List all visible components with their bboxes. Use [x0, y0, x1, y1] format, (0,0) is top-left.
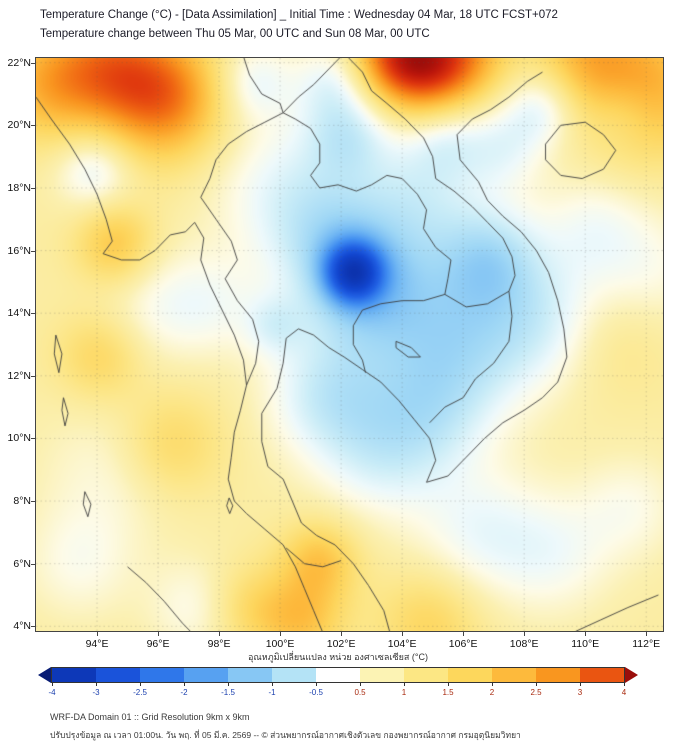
x-axis-tick-label: 112°E — [632, 638, 661, 650]
y-axis-tick-label: 4°N — [13, 620, 31, 633]
y-axis-tick-label: 22°N — [7, 56, 31, 69]
x-axis-tick-label: 96°E — [146, 638, 170, 650]
y-axis-tick-mark — [31, 125, 35, 127]
colorbar-segment — [448, 668, 492, 682]
colorbar-segment — [360, 668, 404, 682]
y-axis-tick-label: 8°N — [13, 495, 31, 508]
colorbar-tick-mark — [140, 683, 141, 686]
colorbar: -4 -3 -2.5 -2 -1.5 -1 -0.5 0.5 1 1.5 2 2.5 3 4 — [38, 667, 638, 697]
colorbar-tick-mark — [404, 683, 405, 686]
map-title-line2: Temperature change between Thu 05 Mar, 0… — [40, 28, 430, 40]
colorbar-tick-mark — [492, 683, 493, 686]
y-axis-tick-label: 12°N — [7, 369, 31, 382]
colorbar-tick-label: -4 — [48, 688, 56, 697]
colorbar-right-arrow — [625, 667, 638, 683]
colorbar-segment — [536, 668, 580, 682]
colorbar-tick-mark — [272, 683, 273, 686]
x-axis-tick-mark — [219, 632, 221, 636]
colorbar-tick-label: -1.5 — [221, 688, 235, 697]
map-title-line1: Temperature Change (°C) - [Data Assimila… — [40, 9, 558, 21]
colorbar-tick-mark — [316, 683, 317, 686]
x-axis-tick-label: 94°E — [85, 638, 109, 650]
colorbar-tick-mark — [624, 683, 625, 686]
colorbar-strip — [51, 667, 625, 683]
x-axis-tick-label: 100°E — [265, 638, 295, 650]
x-axis-tick-mark — [158, 632, 160, 636]
colorbar-left-arrow — [38, 667, 51, 683]
colorbar-tick-mark — [536, 683, 537, 686]
colorbar-segment — [140, 668, 184, 682]
colorbar-segment — [272, 668, 316, 682]
y-axis-tick-mark — [31, 62, 35, 64]
x-axis-tick-label: 102°E — [326, 638, 356, 650]
colorbar-tick-label: 1.5 — [442, 688, 454, 697]
colorbar-tick-label: -0.5 — [309, 688, 323, 697]
colorbar-tick-mark — [448, 683, 449, 686]
footer-domain-info: WRF-DA Domain 01 :: Grid Resolution 9km … — [50, 712, 250, 722]
y-axis-tick-mark — [31, 563, 35, 565]
colorbar-segment — [492, 668, 536, 682]
x-axis-tick-mark — [585, 632, 587, 636]
colorbar-tick-mark — [228, 683, 229, 686]
y-axis-tick-label: 16°N — [7, 244, 31, 257]
colorbar-segment — [316, 668, 360, 682]
x-axis-tick-mark — [524, 632, 526, 636]
colorbar-tick-mark — [52, 683, 53, 686]
colorbar-tick-label: -1 — [268, 688, 276, 697]
footer-update-info: ปรับปรุงข้อมูล ณ เวลา 01:00น. วัน พฤ. ที… — [50, 730, 521, 740]
map-canvas — [35, 57, 664, 632]
y-axis-tick-label: 10°N — [7, 432, 31, 445]
colorbar-title: อุณหภูมิเปลี่ยนแปลง หน่วย องศาเซลเซียส (… — [248, 652, 428, 662]
colorbar-tick-mark — [580, 683, 581, 686]
colorbar-tick-label: 0.5 — [354, 688, 366, 697]
colorbar-tick-mark — [360, 683, 361, 686]
colorbar-segment — [184, 668, 228, 682]
y-axis-tick-label: 20°N — [7, 119, 31, 132]
x-axis-tick-label: 108°E — [509, 638, 539, 650]
colorbar-tick-label: -2 — [180, 688, 188, 697]
colorbar-tick-label: 3 — [577, 688, 583, 697]
colorbar-tick-mark — [96, 683, 97, 686]
colorbar-segment — [52, 668, 96, 682]
x-axis-tick-label: 110°E — [571, 638, 600, 650]
x-axis-tick-mark — [402, 632, 404, 636]
colorbar-tick-label: 4 — [621, 688, 627, 697]
x-axis-tick-mark — [646, 632, 648, 636]
colorbar-tick-label: -2.5 — [133, 688, 147, 697]
y-axis-tick-mark — [31, 501, 35, 503]
x-axis-tick-label: 104°E — [387, 638, 417, 650]
y-axis-tick-mark — [31, 626, 35, 628]
x-axis-tick-mark — [97, 632, 99, 636]
y-axis-tick-mark — [31, 250, 35, 252]
y-axis-tick-mark — [31, 313, 35, 315]
colorbar-tick-label: 2 — [489, 688, 495, 697]
colorbar-segment — [228, 668, 272, 682]
x-axis-tick-label: 106°E — [448, 638, 478, 650]
y-axis-tick-mark — [31, 375, 35, 377]
colorbar-segment — [580, 668, 624, 682]
colorbar-tick-label: 1 — [401, 688, 407, 697]
x-axis-tick-mark — [280, 632, 282, 636]
y-axis-tick-label: 6°N — [13, 557, 31, 570]
colorbar-segment — [96, 668, 140, 682]
y-axis-tick-label: 14°N — [7, 307, 31, 320]
x-axis-tick-label: 98°E — [207, 638, 231, 650]
y-axis-tick-mark — [31, 438, 35, 440]
x-axis-tick-mark — [341, 632, 343, 636]
y-axis-tick-mark — [31, 187, 35, 189]
colorbar-tick-label: 2.5 — [530, 688, 542, 697]
colorbar-segment — [404, 668, 448, 682]
x-axis-tick-mark — [463, 632, 465, 636]
y-axis-tick-label: 18°N — [7, 181, 31, 194]
colorbar-tick-label: -3 — [92, 688, 100, 697]
colorbar-tick-mark — [184, 683, 185, 686]
